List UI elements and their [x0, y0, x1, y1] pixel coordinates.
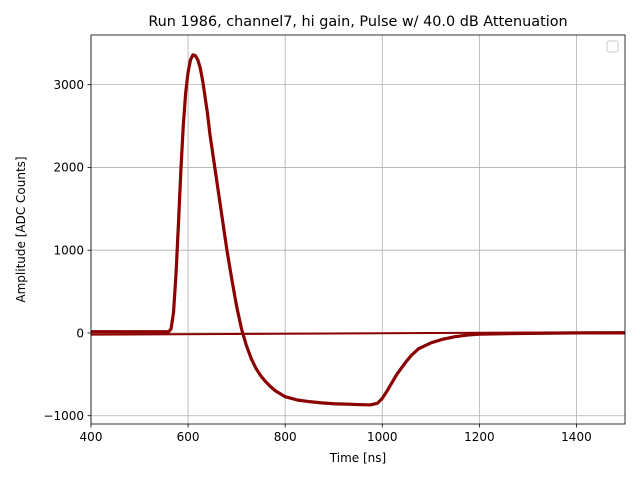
grid-lines — [90, 35, 625, 424]
legend-box[interactable] — [606, 40, 619, 53]
y-tick-label: −1000 — [43, 409, 84, 423]
y-tick-label: 2000 — [53, 161, 84, 175]
y-tick-label: 0 — [76, 326, 84, 340]
series-line-0 — [91, 53, 625, 407]
x-tick-label: 400 — [80, 430, 103, 444]
x-tick-label: 1200 — [464, 430, 495, 444]
plot-area-frame — [90, 34, 626, 425]
ticks: 400 600 800 1000 1200 1400 −1000 0 1000 2000 3000 — [43, 78, 591, 444]
x-tick-label: 800 — [274, 430, 297, 444]
y-axis-label: Amplitude [ADC Counts] — [14, 156, 28, 302]
series-line-1 — [90, 331, 626, 336]
y-tick-label: 3000 — [53, 78, 84, 92]
x-tick-label: 1400 — [561, 430, 592, 444]
x-tick-label: 600 — [177, 430, 200, 444]
x-axis-label: Time [ns] — [329, 451, 386, 465]
x-tick-label: 1000 — [367, 430, 398, 444]
chart-title: Run 1986, channel7, hi gain, Pulse w/ 40… — [148, 14, 567, 30]
series-layer — [90, 53, 626, 407]
plot-area-background — [91, 35, 625, 424]
y-tick-label: 1000 — [53, 243, 84, 257]
